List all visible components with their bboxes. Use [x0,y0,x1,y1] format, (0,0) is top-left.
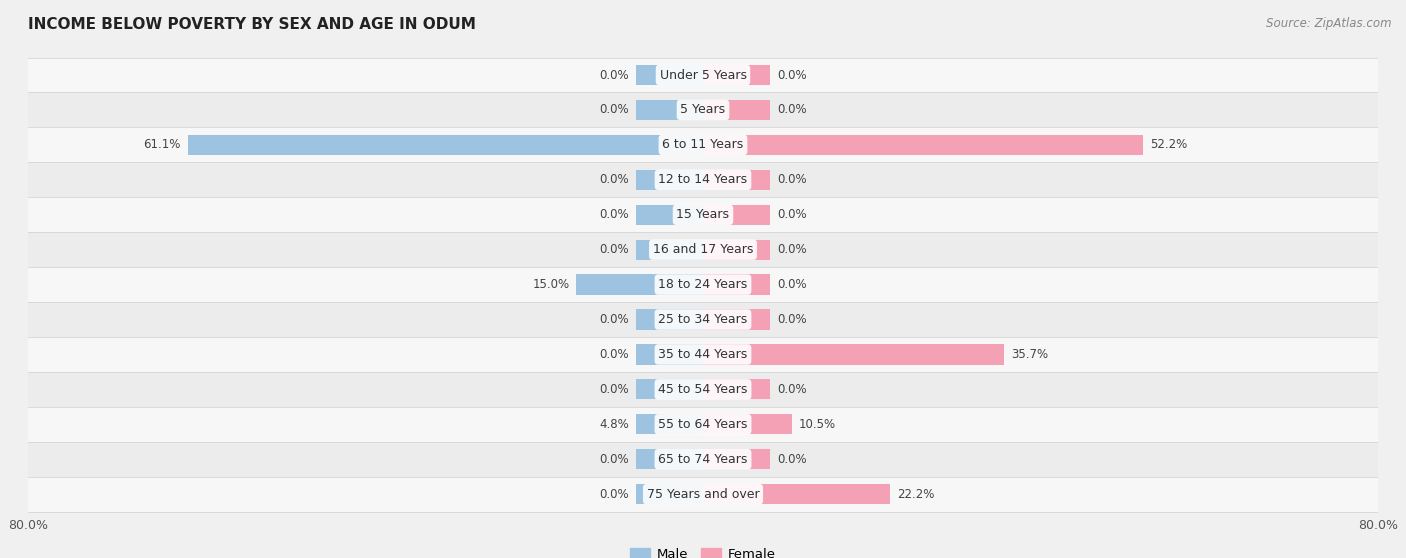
Text: 0.0%: 0.0% [778,278,807,291]
Text: 5 Years: 5 Years [681,103,725,117]
Bar [636,205,703,225]
Bar [703,309,770,330]
Bar [636,309,703,330]
Text: 0.0%: 0.0% [778,313,807,326]
Text: 65 to 74 Years: 65 to 74 Years [658,453,748,466]
Text: 0.0%: 0.0% [599,313,628,326]
Text: 22.2%: 22.2% [897,488,935,501]
Text: 0.0%: 0.0% [599,488,628,501]
Bar [28,302,1378,337]
Bar [703,484,890,504]
Text: 0.0%: 0.0% [599,383,628,396]
Bar [187,134,703,155]
Text: 0.0%: 0.0% [778,383,807,396]
Text: 6 to 11 Years: 6 to 11 Years [662,138,744,151]
Text: 18 to 24 Years: 18 to 24 Years [658,278,748,291]
Text: Source: ZipAtlas.com: Source: ZipAtlas.com [1267,17,1392,30]
Text: 75 Years and over: 75 Years and over [647,488,759,501]
Bar [636,379,703,400]
Bar [636,449,703,469]
Bar [28,372,1378,407]
Text: 25 to 34 Years: 25 to 34 Years [658,313,748,326]
Bar [636,239,703,260]
Bar [28,127,1378,162]
Bar [703,239,770,260]
Text: 12 to 14 Years: 12 to 14 Years [658,174,748,186]
Bar [28,57,1378,93]
Bar [28,267,1378,302]
Text: 0.0%: 0.0% [599,69,628,81]
Bar [703,414,792,435]
Text: 15.0%: 15.0% [533,278,569,291]
Bar [636,414,703,435]
Bar [576,275,703,295]
Bar [636,65,703,85]
Text: 55 to 64 Years: 55 to 64 Years [658,418,748,431]
Text: 16 and 17 Years: 16 and 17 Years [652,243,754,256]
Bar [703,134,1143,155]
Bar [636,170,703,190]
Text: 0.0%: 0.0% [599,348,628,361]
Text: 0.0%: 0.0% [599,103,628,117]
Bar [636,100,703,120]
Text: 0.0%: 0.0% [778,69,807,81]
Text: 10.5%: 10.5% [799,418,835,431]
Bar [28,337,1378,372]
Bar [703,344,1004,364]
Text: 0.0%: 0.0% [778,453,807,466]
Bar [703,379,770,400]
Bar [703,100,770,120]
Text: 0.0%: 0.0% [599,208,628,221]
Bar [28,93,1378,127]
Bar [636,484,703,504]
Text: 0.0%: 0.0% [778,208,807,221]
Bar [636,344,703,364]
Text: 15 Years: 15 Years [676,208,730,221]
Text: 0.0%: 0.0% [778,174,807,186]
Bar [28,162,1378,198]
Bar [28,477,1378,512]
Text: 0.0%: 0.0% [599,174,628,186]
Bar [703,65,770,85]
Bar [28,232,1378,267]
Text: 0.0%: 0.0% [778,243,807,256]
Bar [703,170,770,190]
Text: 0.0%: 0.0% [778,103,807,117]
Bar [703,449,770,469]
Bar [28,198,1378,232]
Text: Under 5 Years: Under 5 Years [659,69,747,81]
Text: 0.0%: 0.0% [599,243,628,256]
Text: 52.2%: 52.2% [1150,138,1187,151]
Text: 35.7%: 35.7% [1011,348,1047,361]
Text: 4.8%: 4.8% [599,418,628,431]
Legend: Male, Female: Male, Female [626,542,780,558]
Text: INCOME BELOW POVERTY BY SEX AND AGE IN ODUM: INCOME BELOW POVERTY BY SEX AND AGE IN O… [28,17,477,32]
Bar [28,442,1378,477]
Bar [703,275,770,295]
Text: 0.0%: 0.0% [599,453,628,466]
Text: 61.1%: 61.1% [143,138,181,151]
Text: 45 to 54 Years: 45 to 54 Years [658,383,748,396]
Text: 35 to 44 Years: 35 to 44 Years [658,348,748,361]
Bar [703,205,770,225]
Bar [28,407,1378,442]
